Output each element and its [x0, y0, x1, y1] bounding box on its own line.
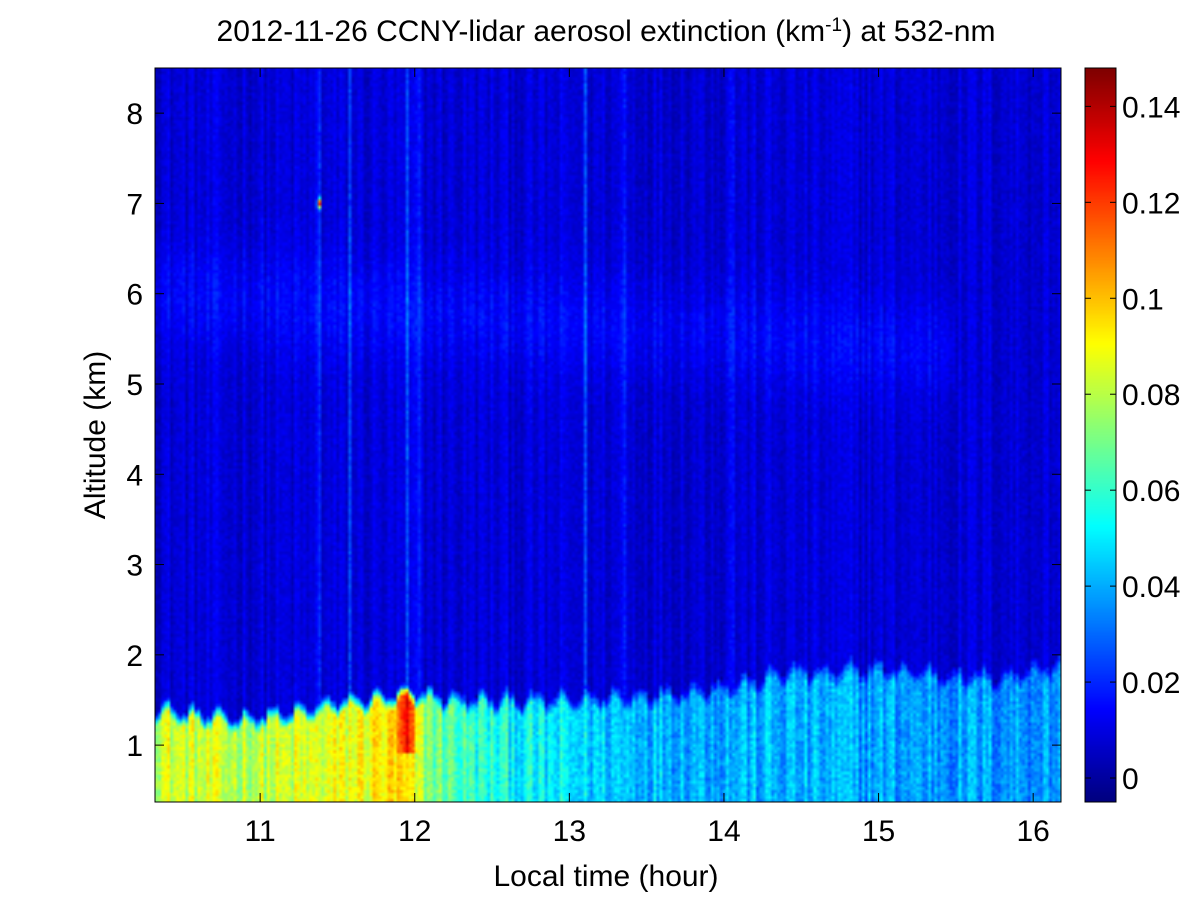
y-tick-label: 3 — [126, 550, 143, 583]
x-tick-label: 12 — [398, 815, 431, 848]
x-tick-label: 13 — [553, 815, 586, 848]
colorbar-tick-label: 0.04 — [1122, 571, 1180, 604]
colorbar-tick-label: 0 — [1122, 763, 1139, 796]
y-tick-label: 6 — [126, 279, 143, 312]
x-tick-label: 15 — [862, 815, 895, 848]
y-axis: 1 2 3 4 5 6 7 8 — [126, 98, 1061, 763]
colorbar-tick-label: 0.08 — [1122, 379, 1180, 412]
y-tick-label: 4 — [126, 459, 143, 492]
plot-area — [154, 67, 1062, 803]
colorbar-frame — [1084, 67, 1117, 803]
chart-title-suffix: ) at 532-nm — [842, 15, 995, 48]
y-axis-label: Altitude (km) — [79, 351, 112, 519]
x-tick-label: 16 — [1016, 815, 1049, 848]
y-tick-label: 7 — [126, 188, 143, 221]
colorbar-tick-label: 0.02 — [1122, 667, 1180, 700]
chart-title-superscript: -1 — [825, 15, 842, 36]
y-tick-label: 2 — [126, 640, 143, 673]
colorbar-tick-label: 0.12 — [1122, 187, 1180, 220]
colorbar-tick-label: 0.14 — [1122, 91, 1180, 124]
x-tick-label: 11 — [245, 815, 276, 848]
x-tick-label: 14 — [707, 815, 740, 848]
plot-frame — [154, 67, 1062, 803]
chart-title: 2012-11-26 CCNY-lidar aerosol extinction… — [217, 15, 996, 49]
chart-title-prefix: 2012-11-26 CCNY-lidar aerosol extinction… — [217, 15, 826, 48]
colorbar-ticks: 0 0.02 0.04 0.06 0.08 0.1 0.12 0.14 — [1085, 91, 1180, 796]
y-tick-label: 5 — [126, 369, 143, 402]
colorbar-gradient — [1085, 68, 1116, 802]
colorbar-tick-label: 0.1 — [1122, 283, 1164, 316]
x-axis: 11 12 13 14 15 16 — [245, 68, 1050, 848]
colorbar-tick-label: 0.06 — [1122, 475, 1180, 508]
x-axis-label: Local time (hour) — [493, 860, 718, 893]
y-tick-label: 1 — [126, 730, 143, 763]
colorbar: 0 0.02 0.04 0.06 0.08 0.1 0.12 0.14 — [1084, 67, 1180, 803]
y-tick-label: 8 — [126, 98, 143, 131]
heatmap-image — [155, 68, 1061, 802]
